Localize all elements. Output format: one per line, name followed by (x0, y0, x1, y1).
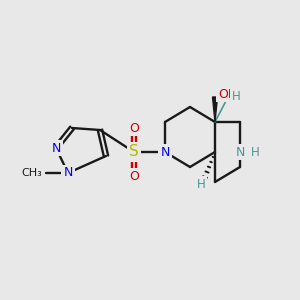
Text: H: H (196, 178, 206, 190)
Text: N: N (63, 167, 73, 179)
Text: N: N (160, 146, 170, 158)
Text: O: O (129, 169, 139, 182)
Text: O: O (129, 122, 139, 134)
Text: N: N (235, 146, 245, 158)
Text: N: N (51, 142, 61, 154)
Text: S: S (129, 145, 139, 160)
Text: CH₃: CH₃ (21, 168, 42, 178)
Text: H: H (232, 91, 241, 103)
Text: OH: OH (218, 88, 237, 100)
Text: H: H (250, 146, 260, 158)
Polygon shape (212, 97, 217, 122)
